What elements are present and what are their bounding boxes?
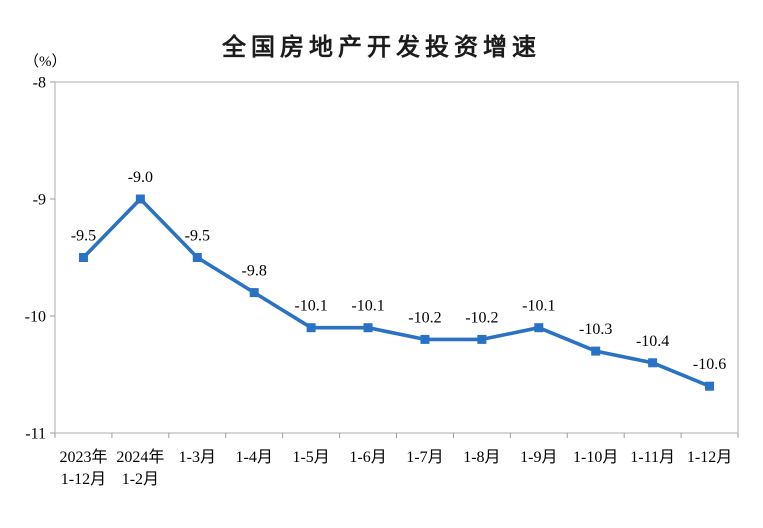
chart-title: 全国房地产开发投资增速 [222,34,541,61]
data-label: -9.0 [128,169,153,186]
data-label: -10.1 [522,298,555,315]
data-label: -10.2 [408,309,441,326]
x-axis-tick-label: 1-6月 [349,449,386,466]
data-point-marker [477,334,487,344]
data-label: -10.2 [465,309,498,326]
data-point-marker [420,334,430,344]
data-point-marker [306,323,316,333]
x-axis-tick-label: 2024年 [116,448,164,466]
data-line [81,197,712,389]
x-axis-tick-label: 2023年 [59,448,107,466]
data-point-marker [363,323,373,333]
plot-border [54,81,739,434]
data-point-marker [192,253,202,262]
data-point-marker [534,323,544,333]
x-axis-tick-label: 1-7月 [406,449,443,466]
data-label: -9.5 [185,228,210,245]
x-axis-tick-label: 1-11月 [630,449,675,466]
x-axis-tick-label: 1-12月 [61,471,106,488]
data-point-marker [135,194,145,204]
data-point-marker [705,381,715,391]
x-axis-tick-label: 1-5月 [292,449,329,466]
data-point-marker [249,288,259,298]
data-label: -10.1 [294,298,327,315]
y-axis-tick-label: -11 [25,426,46,443]
y-axis-tick-label: -10 [25,309,46,326]
data-label: -9.5 [71,228,96,245]
data-point-marker [648,358,658,368]
x-axis-tick-label: 1-2月 [122,471,159,488]
data-label: -10.1 [351,298,384,315]
data-label: -10.4 [636,333,669,350]
x-axis-tick-label: 1-12月 [687,449,732,466]
x-axis-tick-label: 1-8月 [463,449,500,466]
data-point-marker [78,253,88,262]
x-axis-tick-label: 1-10月 [573,449,618,466]
y-axis-tick-label: -9 [33,192,46,209]
y-axis-tick-label: -8 [33,75,46,92]
data-label: -10.3 [579,321,612,338]
data-point-marker [591,346,601,356]
y-axis-unit-label: （%） [24,54,67,70]
data-label: -9.8 [242,263,267,280]
x-axis-tick-label: 1-4月 [236,449,273,466]
x-axis-tick-label: 1-9月 [520,449,557,466]
data-label: -10.6 [693,356,726,373]
x-axis-tick-label: 1-3月 [179,449,216,466]
